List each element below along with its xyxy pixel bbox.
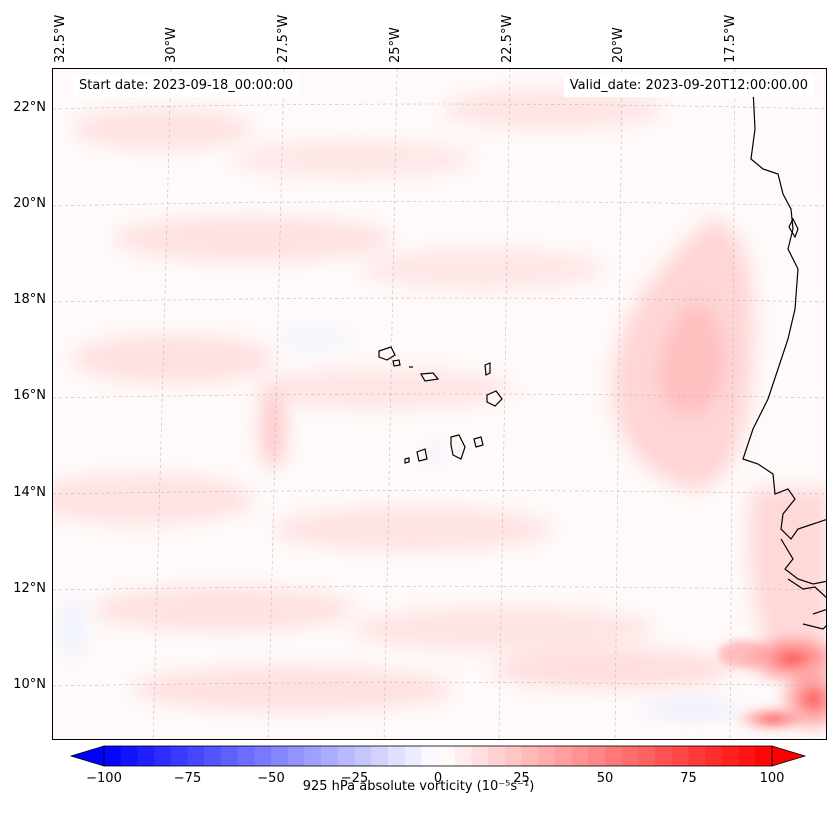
coastline (742, 88, 826, 630)
vorticity-field (53, 89, 743, 717)
colorbar-segment (554, 746, 573, 766)
colorbar-segment (504, 746, 522, 766)
colorbar-outline (103, 745, 773, 767)
graticule (53, 69, 826, 739)
colorbar (69, 745, 807, 767)
colorbar-segment (454, 746, 472, 766)
vorticity-high-zone (718, 629, 826, 739)
colorbar-segment (220, 746, 239, 766)
longitude-label: 17.5°W (723, 14, 738, 63)
colorbar-tick-label: 100 (759, 771, 785, 786)
colorbar-segment (321, 746, 339, 766)
valid-date-label: Valid_date: 2023-09-20T12:00:00.00 (563, 75, 814, 97)
colorbar-low-extend (69, 745, 105, 767)
latitude-label: 12°N (13, 581, 46, 596)
latitude-label: 18°N (13, 292, 46, 307)
colorbar-segment (571, 746, 589, 766)
colorbar-high-extend (771, 745, 807, 767)
colorbar-segment (371, 746, 389, 766)
latitude-label: 22°N (13, 100, 46, 115)
colorbar-tick-label: 75 (680, 771, 697, 786)
colorbar-segment (104, 746, 122, 766)
colorbar-segment (671, 746, 689, 766)
colorbar-tick-label: −75 (173, 771, 202, 786)
colorbar-segment (538, 746, 556, 766)
colorbar-segment (187, 746, 205, 766)
colorbar-tick-label: −50 (257, 771, 285, 786)
colorbar-segment (154, 746, 172, 766)
colorbar-segment (354, 746, 372, 766)
colorbar-segment (421, 746, 439, 766)
colorbar-segment (254, 746, 272, 766)
colorbar-segment (688, 746, 706, 766)
colorbar-tick-label: 25 (513, 771, 530, 786)
colorbar-tick-label: −25 (340, 771, 369, 786)
colorbar-tick-label: 50 (596, 771, 614, 786)
africa-coastline (742, 88, 826, 540)
cape-verde-islands (378, 346, 503, 464)
colorbar-segment (655, 746, 673, 766)
colorbar-segment (471, 746, 489, 766)
latitude-label: 20°N (13, 196, 46, 211)
colorbar-segment (488, 746, 506, 766)
colorbar-segment (387, 746, 406, 766)
colorbar-segment (404, 746, 422, 766)
colorbar-segment (120, 746, 138, 766)
longitude-label: 32.5°W (53, 14, 68, 63)
colorbar-segment (204, 746, 222, 766)
colorbar-tick-label: 0 (433, 771, 443, 786)
colorbar-segment (738, 746, 756, 766)
colorbar-segment (588, 746, 606, 766)
colorbar-segment (521, 746, 539, 766)
longitude-label: 27.5°W (276, 14, 291, 63)
colorbar-segment (705, 746, 723, 766)
longitude-label: 30°W (164, 27, 179, 63)
colorbar-segment (304, 746, 322, 766)
colorbar-segment (287, 746, 305, 766)
colorbar-segment (170, 746, 188, 766)
vorticity-plume (613, 219, 826, 669)
colorbar-tick-label: −100 (86, 771, 122, 786)
colorbar-segment (137, 746, 155, 766)
start-date-label: Start date: 2023-09-18_00:00:00 (73, 75, 300, 97)
colorbar-segment (337, 746, 355, 766)
colorbar-segment (271, 746, 289, 766)
colorbar-segment (237, 746, 255, 766)
latitude-label: 16°N (13, 388, 46, 403)
colorbar-segment (721, 746, 740, 766)
colorbar-segment (638, 746, 656, 766)
latitude-label: 10°N (13, 677, 46, 692)
map-area (52, 68, 827, 740)
longitude-label: 25°W (388, 27, 403, 63)
colorbar-segment (438, 746, 456, 766)
longitude-label: 22.5°W (500, 14, 515, 63)
colorbar-segment (605, 746, 623, 766)
colorbar-label: 925 hPa absolute vorticity (10⁻⁵s⁻¹) (302, 779, 535, 794)
vorticity-map (53, 69, 826, 739)
colorbar-segment (755, 746, 773, 766)
colorbar-segment (621, 746, 639, 766)
latitude-label: 14°N (13, 485, 46, 500)
longitude-label: 20°W (611, 27, 626, 63)
